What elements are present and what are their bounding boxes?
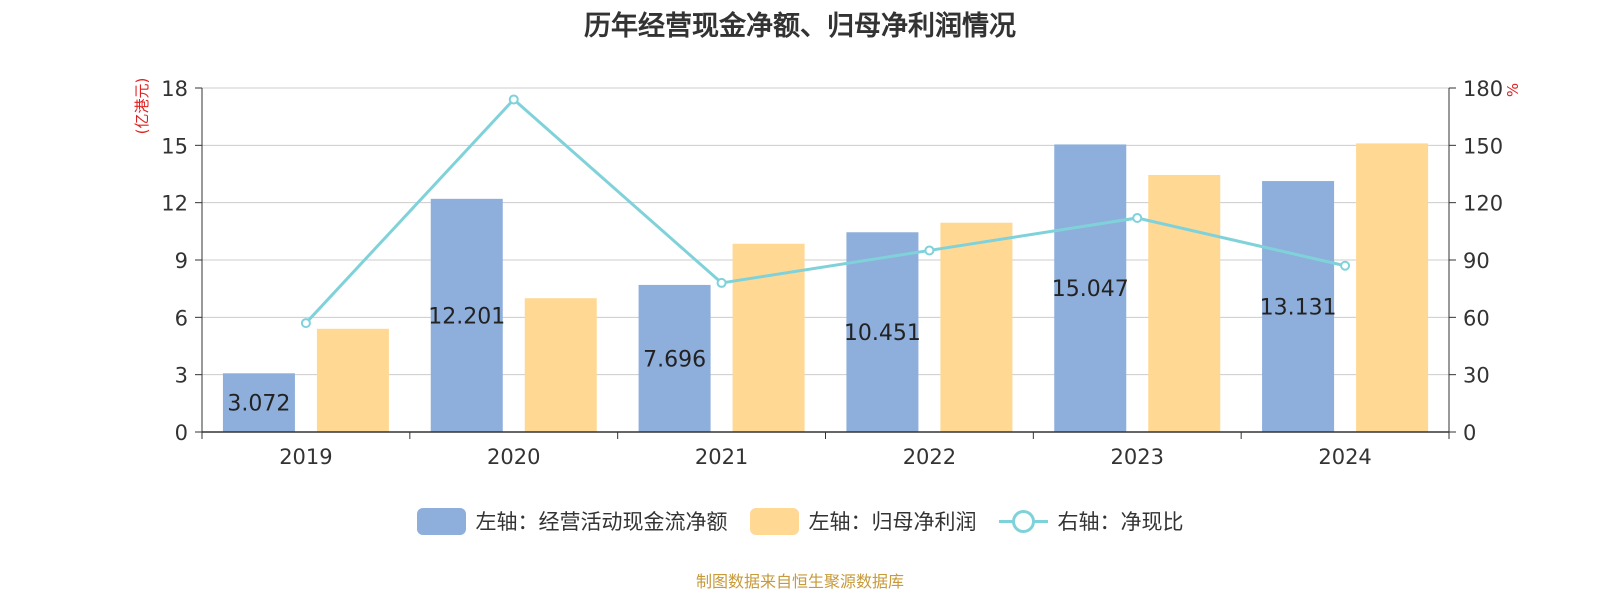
bar-cashflow — [1262, 181, 1335, 432]
right-axis-tick-label: 150 — [1463, 134, 1503, 158]
data-label-cashflow: 10.451 — [844, 321, 921, 346]
right-axis-tick-label: 90 — [1463, 249, 1490, 273]
bar-profit — [940, 222, 1013, 432]
legend-label-ratio: 右轴：净现比 — [1057, 510, 1184, 534]
left-axis-tick-label: 3 — [175, 364, 188, 388]
legend-swatch-ratio — [998, 508, 1048, 535]
data-labels: 3.072 12.201 7.696 10.451 15.047 13.131 — [227, 277, 1336, 416]
x-axis-tick-label: 2024 — [1318, 445, 1371, 469]
left-axis-unit: (亿港元) — [133, 78, 151, 135]
legend-label-cashflow: 左轴：经营活动现金流净额 — [475, 510, 728, 534]
chart-title: 历年经营现金净额、归母净利润情况 — [584, 11, 1016, 42]
legend: 左轴：经营活动现金流净额 左轴：归母净利润 右轴：净现比 — [0, 506, 1600, 536]
legend-swatch-cashflow — [416, 507, 466, 535]
left-axis-tick-label: 18 — [161, 77, 188, 101]
x-axis-tick-label: 2022 — [903, 445, 956, 469]
legend-swatch-profit — [749, 507, 799, 535]
x-axis-tick-label: 2020 — [487, 445, 540, 469]
data-label-cashflow: 12.201 — [428, 304, 505, 329]
legend-item-cashflow[interactable]: 左轴：经营活动现金流净额 — [416, 506, 728, 536]
source-footer: 制图数据来自恒生聚源数据库 — [695, 572, 904, 591]
ratio-point — [716, 277, 727, 288]
bar-profit — [1148, 174, 1221, 432]
bar-profit — [316, 328, 389, 432]
ratio-point — [508, 94, 519, 105]
data-label-cashflow: 3.072 — [227, 392, 290, 417]
bar-profit — [1356, 143, 1429, 432]
bar-cashflow — [222, 373, 295, 432]
ratio-point — [300, 318, 311, 329]
right-axis-tick-label: 30 — [1463, 364, 1490, 388]
right-axis-tick-label: 0 — [1463, 421, 1476, 445]
legend-item-profit[interactable]: 左轴：归母净利润 — [749, 506, 977, 536]
ratio-point — [1132, 212, 1143, 223]
left-axis-tick-label: 0 — [175, 421, 188, 445]
bar-cashflow — [1054, 144, 1127, 432]
bars — [222, 143, 1429, 432]
legend-label-profit: 左轴：归母净利润 — [808, 510, 977, 534]
left-axis-tick-label: 6 — [175, 306, 188, 330]
x-axis-tick-label: 2023 — [1111, 445, 1164, 469]
bar-cashflow — [846, 232, 919, 432]
data-label-cashflow: 7.696 — [643, 347, 706, 372]
x-axis-tick-label: 2021 — [695, 445, 748, 469]
ratio-line — [300, 94, 1351, 329]
bar-cashflow — [638, 284, 711, 432]
left-axis-tick-label: 15 — [161, 134, 188, 158]
bar-profit — [524, 298, 597, 432]
data-label-cashflow: 15.047 — [1052, 277, 1129, 302]
right-axis-tick-label: 60 — [1463, 306, 1490, 330]
ratio-point — [1340, 260, 1351, 271]
bar-cashflow — [430, 198, 503, 432]
left-axis-tick-label: 9 — [175, 249, 188, 273]
right-axis-tick-label: 120 — [1463, 192, 1503, 216]
right-axis-unit: % — [1504, 83, 1522, 97]
data-label-cashflow: 13.131 — [1260, 296, 1337, 321]
left-axis-tick-label: 12 — [161, 192, 188, 216]
ratio-line-path — [304, 97, 1346, 325]
x-axis-tick-label: 2019 — [279, 445, 332, 469]
grid-lines — [202, 87, 1449, 376]
legend-item-ratio[interactable]: 右轴：净现比 — [998, 506, 1184, 536]
right-axis-tick-label: 180 — [1463, 77, 1503, 101]
ratio-point — [924, 245, 935, 256]
